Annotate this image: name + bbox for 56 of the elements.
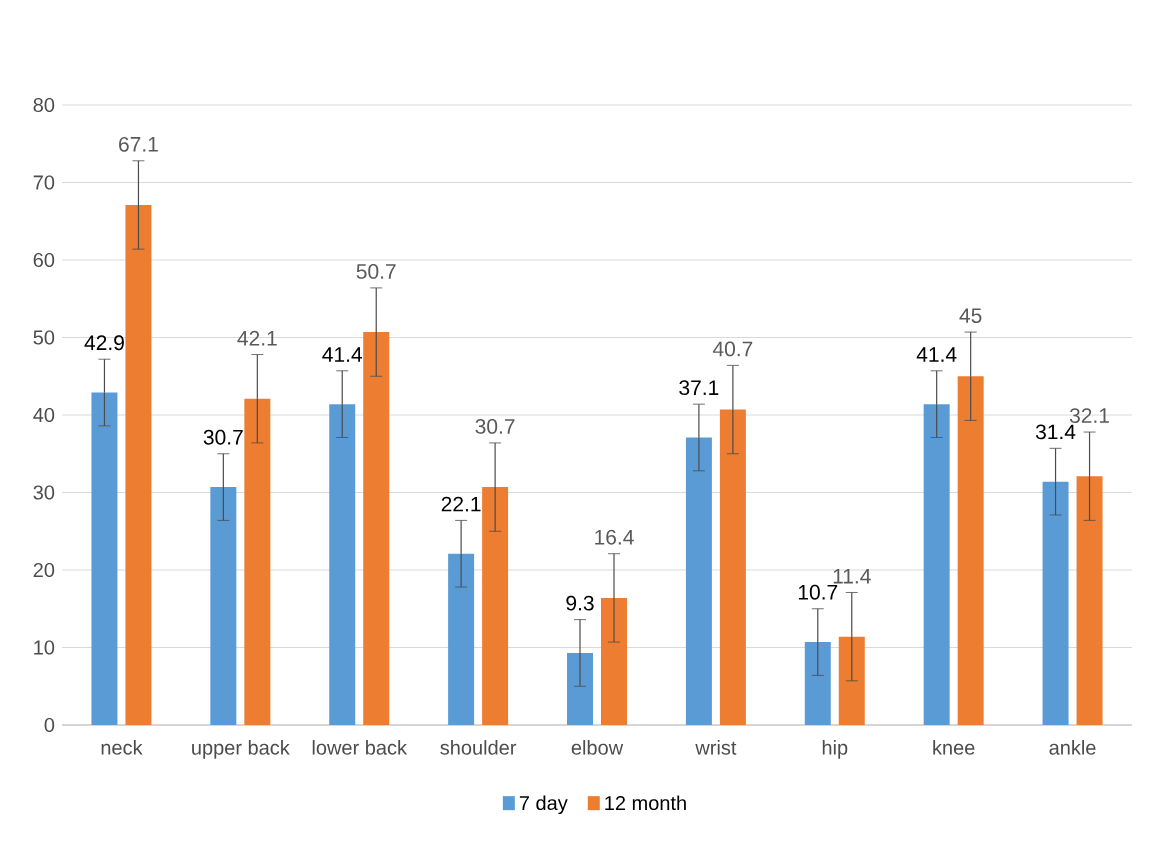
data-label: 41.4 (322, 347, 363, 362)
bar (448, 553, 475, 726)
data-label: 41.4 (916, 347, 957, 362)
bar (838, 636, 865, 726)
data-label: 22.1 (441, 496, 481, 512)
bar (125, 204, 152, 726)
legend-label: 12 month (605, 795, 686, 811)
y-tick-label: 60 (33, 252, 55, 268)
y-tick-label: 70 (33, 175, 55, 190)
y-tick-label: 80 (33, 97, 55, 113)
x-tick-label: knee (933, 740, 975, 755)
bar (363, 332, 390, 726)
y-tick-label: 0 (44, 717, 55, 733)
data-label: 50.7 (356, 263, 396, 279)
x-tick-label: neck (101, 740, 143, 755)
data-label: 30.7 (203, 429, 243, 445)
data-label: 32.1 (1069, 408, 1109, 423)
y-tick-label: 30 (33, 485, 55, 500)
bar (719, 409, 746, 726)
bar (210, 487, 237, 726)
bar (601, 597, 627, 726)
data-label: 31.4 (1035, 424, 1076, 440)
x-tick-label: shoulder (440, 740, 517, 755)
bar (91, 392, 118, 726)
bar (1076, 476, 1103, 726)
bar (329, 404, 356, 726)
data-label: 42.1 (237, 330, 277, 346)
x-tick-label: lower back (312, 740, 408, 755)
bar (685, 437, 712, 726)
x-tick-label: hip (822, 740, 848, 759)
y-tick-label: 10 (34, 640, 55, 655)
data-label: 40.7 (712, 341, 753, 357)
bar (244, 398, 271, 726)
y-tick-label: 50 (33, 330, 55, 345)
data-label: 16.4 (595, 529, 634, 545)
x-tick-label: ankle (1049, 740, 1096, 755)
bar (482, 487, 509, 726)
x-tick-label: elbow (571, 740, 624, 755)
bar (923, 404, 950, 726)
data-label: 9.3 (566, 595, 594, 611)
x-tick-label: wrist (695, 740, 737, 755)
data-label: 45 (959, 308, 982, 324)
data-label: 11.4 (833, 568, 871, 584)
data-label: 42.9 (84, 335, 124, 351)
bar (957, 376, 984, 726)
y-tick-label: 40 (33, 407, 55, 423)
x-tick-label: upper back (192, 740, 290, 759)
bar (804, 642, 831, 726)
data-label: 67.1 (119, 136, 158, 152)
legend-label: 7 day (519, 795, 568, 815)
bar (567, 652, 594, 726)
data-label: 30.7 (475, 418, 515, 434)
data-label: 37.1 (679, 380, 719, 396)
bar (1042, 481, 1069, 726)
y-tick-label: 20 (33, 562, 55, 578)
data-label: 10.7 (798, 584, 838, 600)
